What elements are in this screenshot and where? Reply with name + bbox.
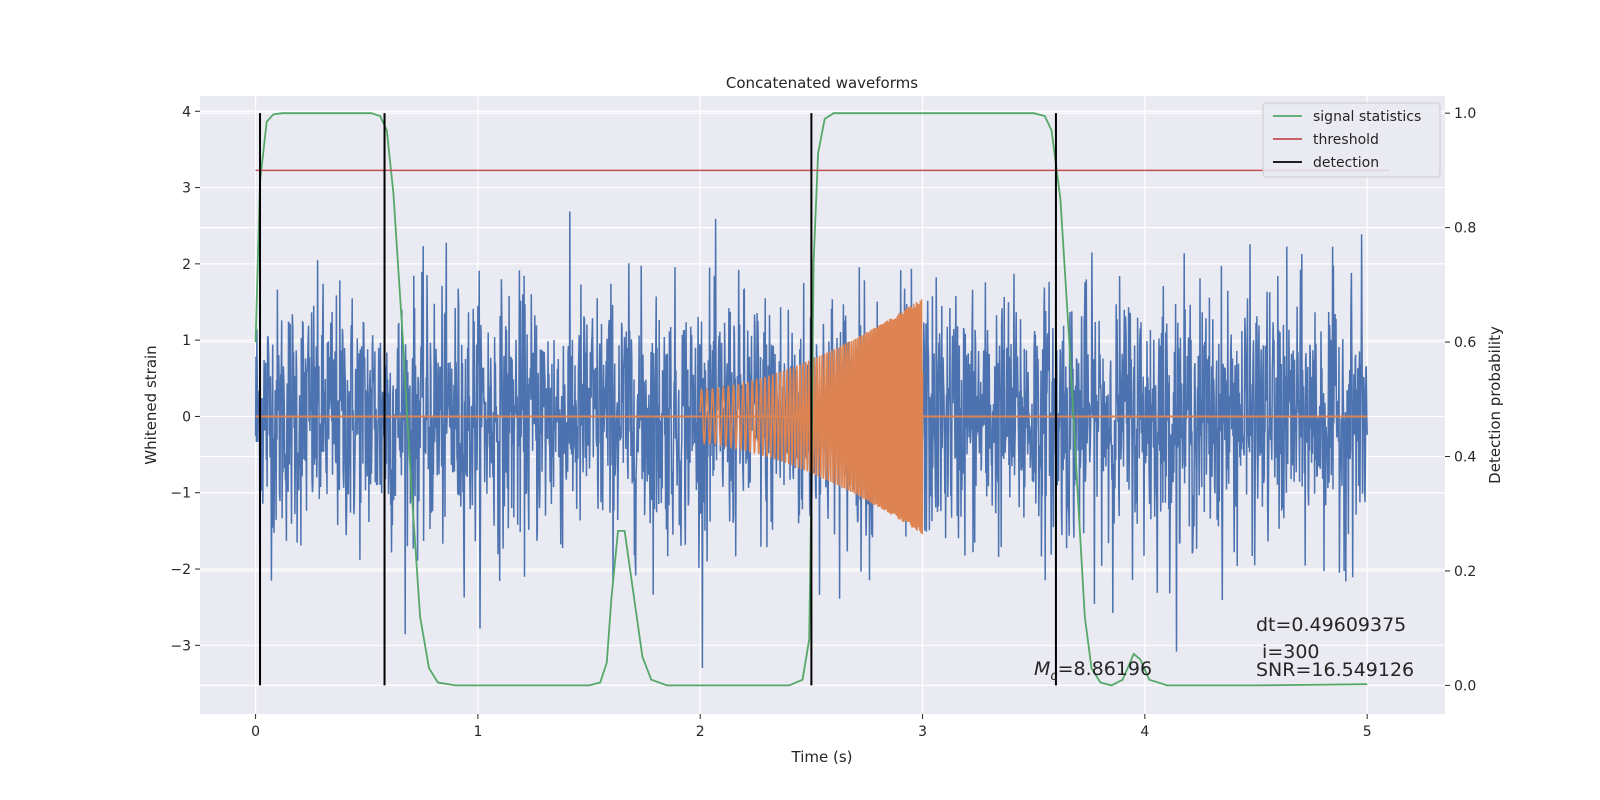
- y-tick-label: 3: [182, 181, 191, 197]
- legend-label-threshold: threshold: [1313, 132, 1379, 148]
- y2-tick-label: 0.4: [1454, 450, 1476, 466]
- annotation-snr: SNR=16.549126: [1256, 659, 1414, 681]
- legend-label-detection: detection: [1313, 155, 1379, 171]
- y-tick-label: −3: [170, 638, 191, 654]
- y2-tick-label: 0.2: [1454, 564, 1476, 580]
- y-tick-label: 4: [182, 104, 191, 120]
- y-tick-label: 1: [182, 333, 191, 349]
- x-tick-label: 5: [1363, 724, 1372, 740]
- x-tick-label: 3: [918, 724, 927, 740]
- x-axis-label: Time (s): [791, 748, 853, 766]
- legend-label-signal-statistics: signal statistics: [1313, 109, 1421, 125]
- y-ticks: −3 −2 −1 0 1 2 3 4: [170, 104, 200, 654]
- y-tick-label: 0: [182, 409, 191, 425]
- annotation-chirp-mass-value: =8.86196: [1058, 658, 1153, 680]
- y2-tick-label: 1.0: [1454, 106, 1476, 122]
- y2-tick-label: 0.0: [1454, 678, 1476, 694]
- legend-box: [1262, 102, 1441, 178]
- annotation-chirp-mass: Mc=8.86196: [1034, 658, 1152, 684]
- x-tick-label: 0: [251, 724, 260, 740]
- annotation-dt: dt=0.49609375: [1256, 614, 1406, 636]
- y2-ticks: 0.0 0.2 0.4 0.6 0.8 1.0: [1445, 106, 1476, 694]
- y-tick-label: −1: [170, 486, 191, 502]
- y2-tick-label: 0.6: [1454, 335, 1476, 351]
- annotation-chirp-mass-subscript: c: [1050, 669, 1057, 684]
- annotation-chirp-mass-symbol: M: [1034, 658, 1050, 680]
- chart-title: Concatenated waveforms: [726, 74, 918, 92]
- y-tick-label: −2: [170, 562, 191, 578]
- x-tick-label: 1: [473, 724, 482, 740]
- x-tick-label: 2: [696, 724, 705, 740]
- legend: signal statistics threshold detection: [1262, 102, 1441, 178]
- x-tick-label: 4: [1140, 724, 1149, 740]
- y-tick-label: 2: [182, 257, 191, 273]
- y-axis-label: Whitened strain: [142, 345, 160, 464]
- x-ticks: 0 1 2 3 4 5: [251, 714, 1372, 740]
- signal-statistics-series: [254, 112, 1368, 687]
- y2-tick-label: 0.8: [1454, 221, 1476, 237]
- y2-axis-label: Detection probability: [1486, 326, 1504, 484]
- annotation-i: i=300: [1256, 641, 1320, 663]
- detection-series: [259, 113, 1057, 686]
